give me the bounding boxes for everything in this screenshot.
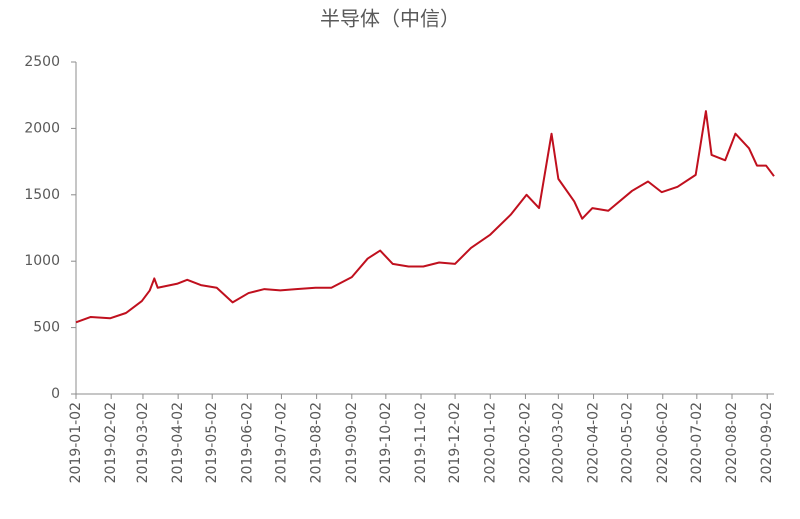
x-tick-label: 2019-07-02 xyxy=(273,402,289,483)
x-tick-label: 2020-02-02 xyxy=(517,402,533,483)
x-tick-label: 2020-03-02 xyxy=(550,402,566,483)
y-tick-label: 2500 xyxy=(24,54,60,70)
y-tick-label: 1000 xyxy=(24,253,60,269)
x-tick-label: 2020-01-02 xyxy=(482,402,498,483)
y-tick-label: 2000 xyxy=(24,120,60,136)
y-tick-label: 500 xyxy=(33,320,60,336)
x-tick-label: 2020-07-02 xyxy=(689,402,705,483)
x-tick-label: 2019-11-02 xyxy=(413,402,429,483)
chart-title: 半导体（中信） xyxy=(320,7,460,31)
x-tick-label: 2019-01-02 xyxy=(68,402,84,483)
x-tick-label: 2019-09-02 xyxy=(344,402,360,483)
x-tick-label: 2020-04-02 xyxy=(586,402,602,483)
x-tick-label: 2019-10-02 xyxy=(378,402,394,483)
x-tick-label: 2019-12-02 xyxy=(447,402,463,483)
x-tick-label: 2019-08-02 xyxy=(309,402,325,483)
x-tick-label: 2019-03-02 xyxy=(135,402,151,483)
y-tick-label: 0 xyxy=(51,386,60,402)
x-tick-label: 2019-02-02 xyxy=(103,402,119,483)
x-tick-label: 2020-09-02 xyxy=(759,402,775,483)
x-tick-label: 2019-05-02 xyxy=(204,402,220,483)
data-line xyxy=(75,110,775,324)
y-tick-label: 1500 xyxy=(24,187,60,203)
x-tick-label: 2020-08-02 xyxy=(724,402,740,483)
x-tick-label: 2020-06-02 xyxy=(655,402,671,483)
x-tick-label: 2019-06-02 xyxy=(239,402,255,483)
x-tick-label: 2020-05-02 xyxy=(620,402,636,483)
x-tick-label: 2019-04-02 xyxy=(170,402,186,483)
